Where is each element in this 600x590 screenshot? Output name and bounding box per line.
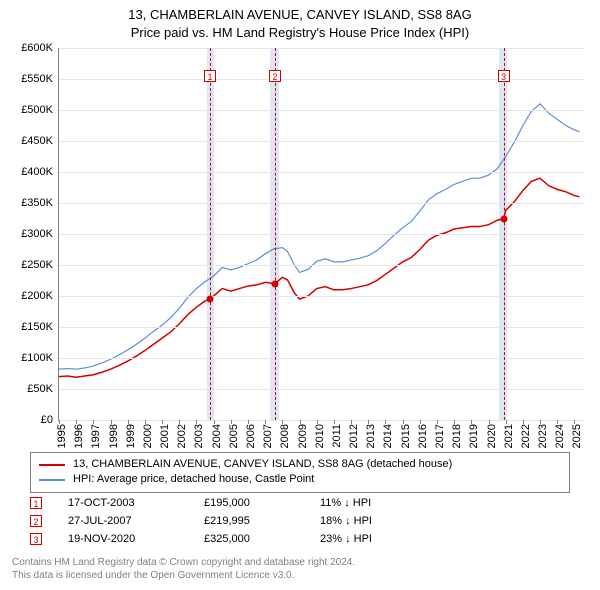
gridline-h [59, 420, 583, 421]
x-axis-label: 2004 [211, 424, 223, 448]
sale-marker-box: 2 [269, 70, 281, 82]
x-axis-label: 2021 [503, 424, 515, 448]
y-axis-label: £300K [21, 228, 53, 240]
x-axis-label: 2022 [520, 424, 532, 448]
sale-point-dot [207, 296, 214, 303]
sale-point-dot [500, 215, 507, 222]
y-axis-label: £550K [21, 73, 53, 85]
attribution-footer: Contains HM Land Registry data © Crown c… [12, 556, 355, 582]
sale-marker-box: 3 [498, 70, 510, 82]
footer-line-1: Contains HM Land Registry data © Crown c… [12, 556, 355, 569]
sale-row: 1 17-OCT-2003 £195,000 11% ↓ HPI [30, 494, 372, 512]
x-axis-label: 2011 [331, 424, 343, 448]
x-axis-label: 2015 [400, 424, 412, 448]
title-line-2: Price paid vs. HM Land Registry's House … [0, 24, 600, 42]
x-axis-label: 2001 [159, 424, 171, 448]
x-axis-label: 2023 [537, 424, 549, 448]
legend-swatch-hpi [39, 479, 65, 481]
y-axis-label: £100K [21, 352, 53, 364]
price-chart: £0£50K£100K£150K£200K£250K£300K£350K£400… [58, 48, 583, 421]
y-axis-label: £0 [41, 414, 53, 426]
x-axis-label: 2025 [571, 424, 583, 448]
x-axis-label: 1996 [73, 424, 85, 448]
x-axis-label: 2017 [434, 424, 446, 448]
x-axis-label: 1999 [125, 424, 137, 448]
sale-marker-box: 1 [204, 70, 216, 82]
legend-row-hpi: HPI: Average price, detached house, Cast… [39, 472, 561, 487]
x-axis-label: 2005 [228, 424, 240, 448]
footer-line-2: This data is licensed under the Open Gov… [12, 569, 355, 582]
sale-row: 2 27-JUL-2007 £219,995 18% ↓ HPI [30, 512, 372, 530]
x-axis-label: 2007 [262, 424, 274, 448]
sale-marker-line [210, 48, 211, 420]
sales-table: 1 17-OCT-2003 £195,000 11% ↓ HPI 2 27-JUL-200… [30, 494, 372, 548]
sale-row-date: 19-NOV-2020 [68, 533, 178, 545]
x-axis-label: 2006 [245, 424, 257, 448]
legend-label-property: 13, CHAMBERLAIN AVENUE, CANVEY ISLAND, S… [73, 457, 452, 472]
sale-row-date: 17-OCT-2003 [68, 497, 178, 509]
x-axis-label: 2019 [468, 424, 480, 448]
x-axis-label: 2020 [486, 424, 498, 448]
x-axis-label: 2002 [176, 424, 188, 448]
x-axis-label: 1998 [108, 424, 120, 448]
y-axis-label: £450K [21, 135, 53, 147]
x-axis-label: 2024 [554, 424, 566, 448]
legend: 13, CHAMBERLAIN AVENUE, CANVEY ISLAND, S… [30, 452, 570, 493]
x-axis-label: 2018 [451, 424, 463, 448]
sale-row-diff: 18% ↓ HPI [320, 515, 372, 527]
sale-row-diff: 11% ↓ HPI [320, 497, 371, 509]
y-axis-label: £150K [21, 321, 53, 333]
x-axis-label: 2000 [142, 424, 154, 448]
legend-label-hpi: HPI: Average price, detached house, Cast… [73, 472, 314, 487]
x-axis-label: 2008 [279, 424, 291, 448]
y-axis-label: £200K [21, 290, 53, 302]
sale-row-price: £325,000 [204, 533, 294, 545]
sale-point-dot [271, 280, 278, 287]
x-axis-label: 1997 [90, 424, 102, 448]
series-line-property [59, 178, 580, 377]
x-axis-label: 2010 [314, 424, 326, 448]
legend-row-property: 13, CHAMBERLAIN AVENUE, CANVEY ISLAND, S… [39, 457, 561, 472]
sale-marker-line [275, 48, 276, 420]
sale-row-marker: 3 [30, 533, 42, 545]
chart-title-block: 13, CHAMBERLAIN AVENUE, CANVEY ISLAND, S… [0, 0, 600, 41]
y-axis-label: £400K [21, 166, 53, 178]
sale-row-diff: 23% ↓ HPI [320, 533, 372, 545]
title-line-1: 13, CHAMBERLAIN AVENUE, CANVEY ISLAND, S… [0, 6, 600, 24]
y-axis-label: £600K [21, 42, 53, 54]
sale-row-price: £219,995 [204, 515, 294, 527]
sale-row-marker: 1 [30, 497, 42, 509]
y-axis-label: £350K [21, 197, 53, 209]
sale-row: 3 19-NOV-2020 £325,000 23% ↓ HPI [30, 530, 372, 548]
x-axis-label: 1995 [56, 424, 68, 448]
x-axis-label: 2009 [297, 424, 309, 448]
y-axis-label: £250K [21, 259, 53, 271]
x-axis-label: 2014 [382, 424, 394, 448]
legend-swatch-property [39, 464, 65, 466]
series-line-hpi [59, 104, 580, 369]
sale-row-marker: 2 [30, 515, 42, 527]
sale-row-date: 27-JUL-2007 [68, 515, 178, 527]
x-axis-label: 2003 [193, 424, 205, 448]
sale-row-price: £195,000 [204, 497, 294, 509]
sale-marker-line [504, 48, 505, 420]
y-axis-label: £50K [27, 383, 53, 395]
x-axis-label: 2016 [417, 424, 429, 448]
x-axis-label: 2012 [348, 424, 360, 448]
x-axis-label: 2013 [365, 424, 377, 448]
y-axis-label: £500K [21, 104, 53, 116]
